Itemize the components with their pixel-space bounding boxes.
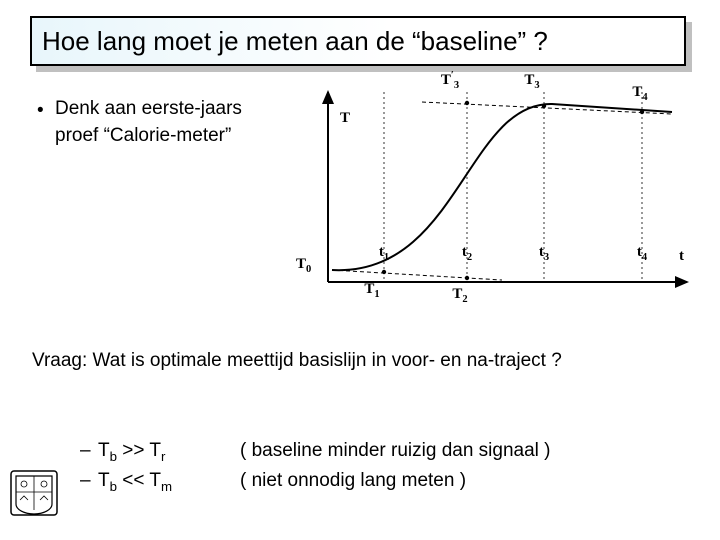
calorimeter-chart: tTT0t1t2t3t4T1T2T′3T3T4: [292, 82, 692, 302]
chart-label: T: [340, 110, 350, 127]
slide-title: Hoe lang moet je meten aan de “baseline”…: [42, 26, 548, 57]
chart-label: T′3: [441, 70, 459, 91]
chart-label: T4: [632, 84, 647, 103]
chart-svg: [292, 82, 692, 302]
university-logo: [10, 470, 58, 525]
chart-label: T2: [452, 286, 467, 305]
bullet-line2: proef “Calorie-meter”: [55, 125, 231, 146]
condition-row: –Tb << Tm: [80, 470, 218, 494]
condition-row: –Tb >> Tr: [80, 440, 218, 464]
chart-label: t1: [379, 244, 389, 263]
question-text: Vraag: Wat is optimale meettijd basislij…: [32, 350, 562, 372]
bullet-line1: Denk aan eerste-jaars: [55, 98, 242, 119]
bullet-dot-icon: •: [37, 98, 44, 125]
chart-label: T0: [296, 256, 311, 275]
condition-desc: ( niet onnodig lang meten ): [240, 470, 466, 492]
title-box: Hoe lang moet je meten aan de “baseline”…: [30, 16, 686, 66]
condition-desc: ( baseline minder ruizig dan signaal ): [240, 440, 551, 462]
chart-label: t2: [462, 244, 472, 263]
chart-label: T3: [524, 72, 539, 91]
chart-label: t: [679, 248, 684, 265]
bullet-item: • Denk aan eerste-jaars proef “Calorie-m…: [55, 96, 242, 149]
chart-label: t4: [637, 244, 647, 263]
chart-label: t3: [539, 244, 549, 263]
chart-label: T1: [364, 281, 379, 300]
